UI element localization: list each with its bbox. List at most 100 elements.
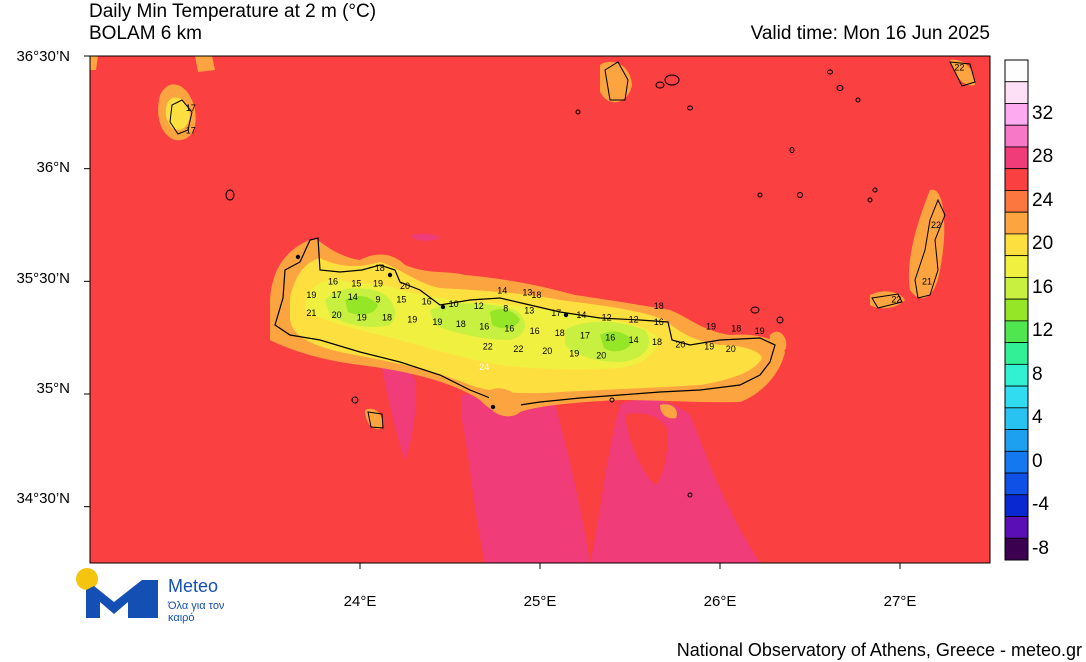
small-islet <box>351 396 359 404</box>
temp-label: 14 <box>576 310 586 320</box>
small-islet <box>750 306 760 314</box>
temp-label: 19 <box>704 342 714 352</box>
temp-label: 18 <box>382 312 392 322</box>
colorbar-label: 12 <box>1032 320 1054 342</box>
temp-label: 16 <box>654 317 664 327</box>
temp-label: 14 <box>629 335 639 345</box>
peloponnese-cape <box>90 56 98 70</box>
colorbar-swatch <box>1004 276 1029 300</box>
small-islet <box>867 197 873 203</box>
small-islet <box>687 492 693 498</box>
temp-label: 22 <box>513 344 523 354</box>
temp-label: 19 <box>357 312 367 322</box>
temp-label: 16 <box>504 324 514 334</box>
mainland-cape <box>195 56 215 72</box>
temp-label: 19 <box>706 321 716 331</box>
small-islet <box>827 69 833 75</box>
logo-name: Meteo <box>168 576 219 596</box>
colorbar-swatch <box>1004 516 1029 539</box>
temp-label: 18 <box>652 337 662 347</box>
temp-label: 15 <box>351 279 361 289</box>
city-dot <box>387 272 393 278</box>
lon-label-24: 24°E <box>343 593 377 610</box>
karpathos-coastline <box>914 198 946 299</box>
small-islet <box>836 85 844 91</box>
temp-label: 18 <box>531 290 541 300</box>
temp-label: 19 <box>373 279 383 289</box>
small-islet <box>655 81 665 89</box>
temp-label: 10 <box>449 299 459 309</box>
logo-tagline: Όλα για τον καιρό <box>168 600 225 624</box>
sea-area <box>625 413 668 485</box>
warm-water-area <box>462 394 590 563</box>
temp-label: 20 <box>675 339 685 349</box>
colorbar-swatch <box>1004 190 1029 213</box>
small-islet <box>609 397 615 403</box>
temp-label: 17 <box>551 308 561 318</box>
koufonisi-islet <box>660 404 677 419</box>
lat-label-36-30: 36°30’N <box>16 48 70 65</box>
colorbar-label: 8 <box>1032 363 1043 385</box>
lon-label-27: 27°E <box>883 593 917 610</box>
temp-label: 13 <box>524 306 534 316</box>
crete-warm-zone <box>769 331 787 351</box>
temp-label: 9 <box>375 294 380 304</box>
city-dot <box>563 312 569 318</box>
lat-label-35: 35°N <box>36 380 70 397</box>
colorbar-swatch <box>1004 146 1029 170</box>
temp-label: 16 <box>530 326 540 336</box>
temp-label: 20 <box>596 351 606 361</box>
temp-label: 17 <box>332 290 342 300</box>
temp-label: 14 <box>348 292 358 302</box>
warm-water-area <box>382 365 416 460</box>
colorbar-swatch <box>1004 124 1029 148</box>
temp-label: 24 <box>479 362 489 372</box>
meteo-logo <box>76 568 158 618</box>
temp-label: 18 <box>654 301 664 311</box>
colorbar-swatch <box>1004 81 1029 104</box>
rhodes-coastline <box>949 61 976 87</box>
temp-label: 13 <box>522 288 532 298</box>
colorbar-swatch <box>1004 211 1029 235</box>
temp-label: 16 <box>479 321 489 331</box>
temp-label: 19 <box>755 326 765 336</box>
dia-islet <box>488 388 522 417</box>
temp-label: 19 <box>407 315 417 325</box>
colorbar-swatch <box>1004 59 1029 83</box>
temp-label: 19 <box>569 348 579 358</box>
model-name: BOLAM 6 km <box>89 23 202 44</box>
footer-credit: National Observatory of Athens, Greece -… <box>676 640 1082 660</box>
small-islet <box>757 192 763 198</box>
colorbar-label: 24 <box>1032 189 1054 211</box>
colorbar-label: -4 <box>1032 494 1049 516</box>
temp-label: 18 <box>555 328 565 338</box>
temp-label: 16 <box>605 333 615 343</box>
temp-label: 12 <box>602 312 612 322</box>
temp-label: 12 <box>629 315 639 325</box>
temp-label: 18 <box>456 319 466 329</box>
temp-label: 15 <box>396 294 406 304</box>
colorbar-swatch <box>1004 103 1029 126</box>
colorbar-swatch <box>1004 363 1029 387</box>
colorbar-swatch <box>1004 429 1029 452</box>
lon-label-26: 26°E <box>703 593 737 610</box>
map-title: Daily Min Temperature at 2 m (°C) <box>89 1 377 22</box>
colorbar-label: 0 <box>1032 450 1043 472</box>
colorbar-swatch <box>1004 342 1029 365</box>
temp-label: 16 <box>328 276 338 286</box>
colorbar-swatch <box>1004 168 1029 191</box>
valid-time: Valid time: Mon 16 Jun 2025 <box>750 23 990 44</box>
temp-label: 22 <box>931 220 941 230</box>
kasos-coastline <box>871 293 903 309</box>
temp-label: 19 <box>306 290 316 300</box>
colorbar-swatch <box>1004 494 1029 517</box>
small-islet <box>664 74 680 86</box>
temp-label: 16 <box>422 297 432 307</box>
temp-label: 20 <box>726 344 736 354</box>
temp-label: 20 <box>332 310 342 320</box>
temp-label: 17 <box>186 125 196 135</box>
colorbar-label: 16 <box>1032 276 1054 298</box>
colorbar-swatch <box>1004 450 1029 474</box>
gavdos-coastline <box>367 411 384 429</box>
